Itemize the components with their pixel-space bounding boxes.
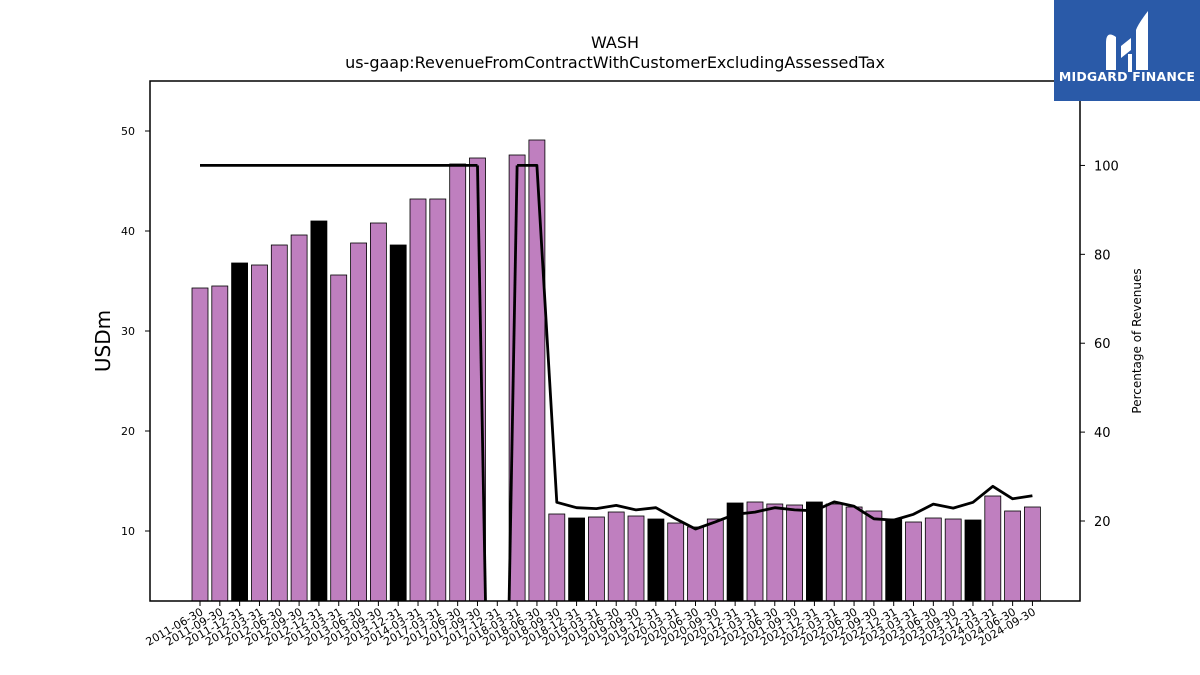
chart-subtitle: us-gaap:RevenueFromContractWithCustomerE… [345,53,885,72]
y-tick-label: 40 [121,225,135,238]
logo-text: MIDGARD FINANCE [1058,69,1196,84]
bar-2020-06-30 [687,526,704,602]
y-axis-left: 10 20 30 40 50 [121,125,150,538]
logo-mark-icon [1106,11,1148,72]
bar-2019-12-31 [647,518,665,602]
y-axis-right: 20 40 60 80 100 [1080,159,1119,530]
bar-2023-03-31 [905,521,922,602]
bar-2013-06-30 [350,242,368,602]
y-tick-label: 20 [121,425,135,438]
y2-tick-label: 20 [1094,515,1111,530]
plot-frame [149,80,1081,602]
y2-tick-label: 60 [1094,337,1111,352]
bar-2021-06-30 [766,503,784,602]
bar-2018-06-30 [528,139,546,602]
bar-2013-03-31 [330,274,348,602]
bar-2023-12-31 [964,519,982,602]
chart-title: WASH [591,33,639,52]
bar-2019-03-31 [588,516,605,602]
logo: MIDGARD FINANCE [1054,0,1200,101]
y2-tick-label: 80 [1094,248,1111,263]
y-tick-label: 30 [121,325,135,338]
bar-2022-12-31 [885,518,903,602]
bar-2022-03-31 [825,503,843,602]
bar-2019-09-30 [627,515,645,602]
bar-2021-12-31 [806,501,823,602]
x-axis: 2011-06-302011-09-302011-12-312012-03-31… [144,601,1038,649]
bar-2018-09-30 [548,513,566,602]
y2-tick-label: 40 [1094,426,1111,441]
bar-2021-09-30 [786,504,803,602]
bar-2013-12-31 [389,244,407,602]
bar-2011-09-30 [211,285,229,602]
percentage-line-segment-2 [517,163,1033,531]
bar-2024-03-31 [984,495,1002,602]
bar-2024-09-30 [1024,506,1041,602]
bar-2023-06-30 [924,517,942,602]
bar-2022-09-30 [865,510,883,602]
bar-2013-09-30 [369,222,387,602]
bar-2011-12-31 [231,262,249,602]
bar-2014-03-31 [409,198,427,602]
bar-2012-09-30 [290,234,308,602]
bar-2011-06-30 [191,287,209,602]
bar-2023-09-30 [944,518,962,602]
bar-2017-03-31 [429,198,447,602]
percentage-line [200,163,1033,602]
bar-2012-06-30 [270,244,288,602]
y-axis-label: USDm [91,310,115,372]
bar-2019-06-30 [607,511,625,602]
bar-2020-03-31 [667,522,685,602]
percentage-line-drop [476,165,487,602]
bar-2012-03-31 [251,264,268,602]
percentage-line-rise [507,165,519,602]
bar-2017-06-30 [449,163,467,602]
bar-2020-09-30 [706,518,724,602]
bar-2022-06-30 [845,506,863,602]
bar-2021-03-31 [746,501,764,602]
bar-2024-06-30 [1004,510,1021,602]
y-tick-label: 10 [121,525,135,538]
bar-2018-12-31 [568,517,585,602]
bar-2012-12-31 [310,220,328,602]
bars [191,139,1041,602]
y2-tick-label: 100 [1094,159,1119,174]
y-tick-label: 50 [121,125,135,138]
y2-axis-label: Percentage of Revenues [1130,268,1144,413]
